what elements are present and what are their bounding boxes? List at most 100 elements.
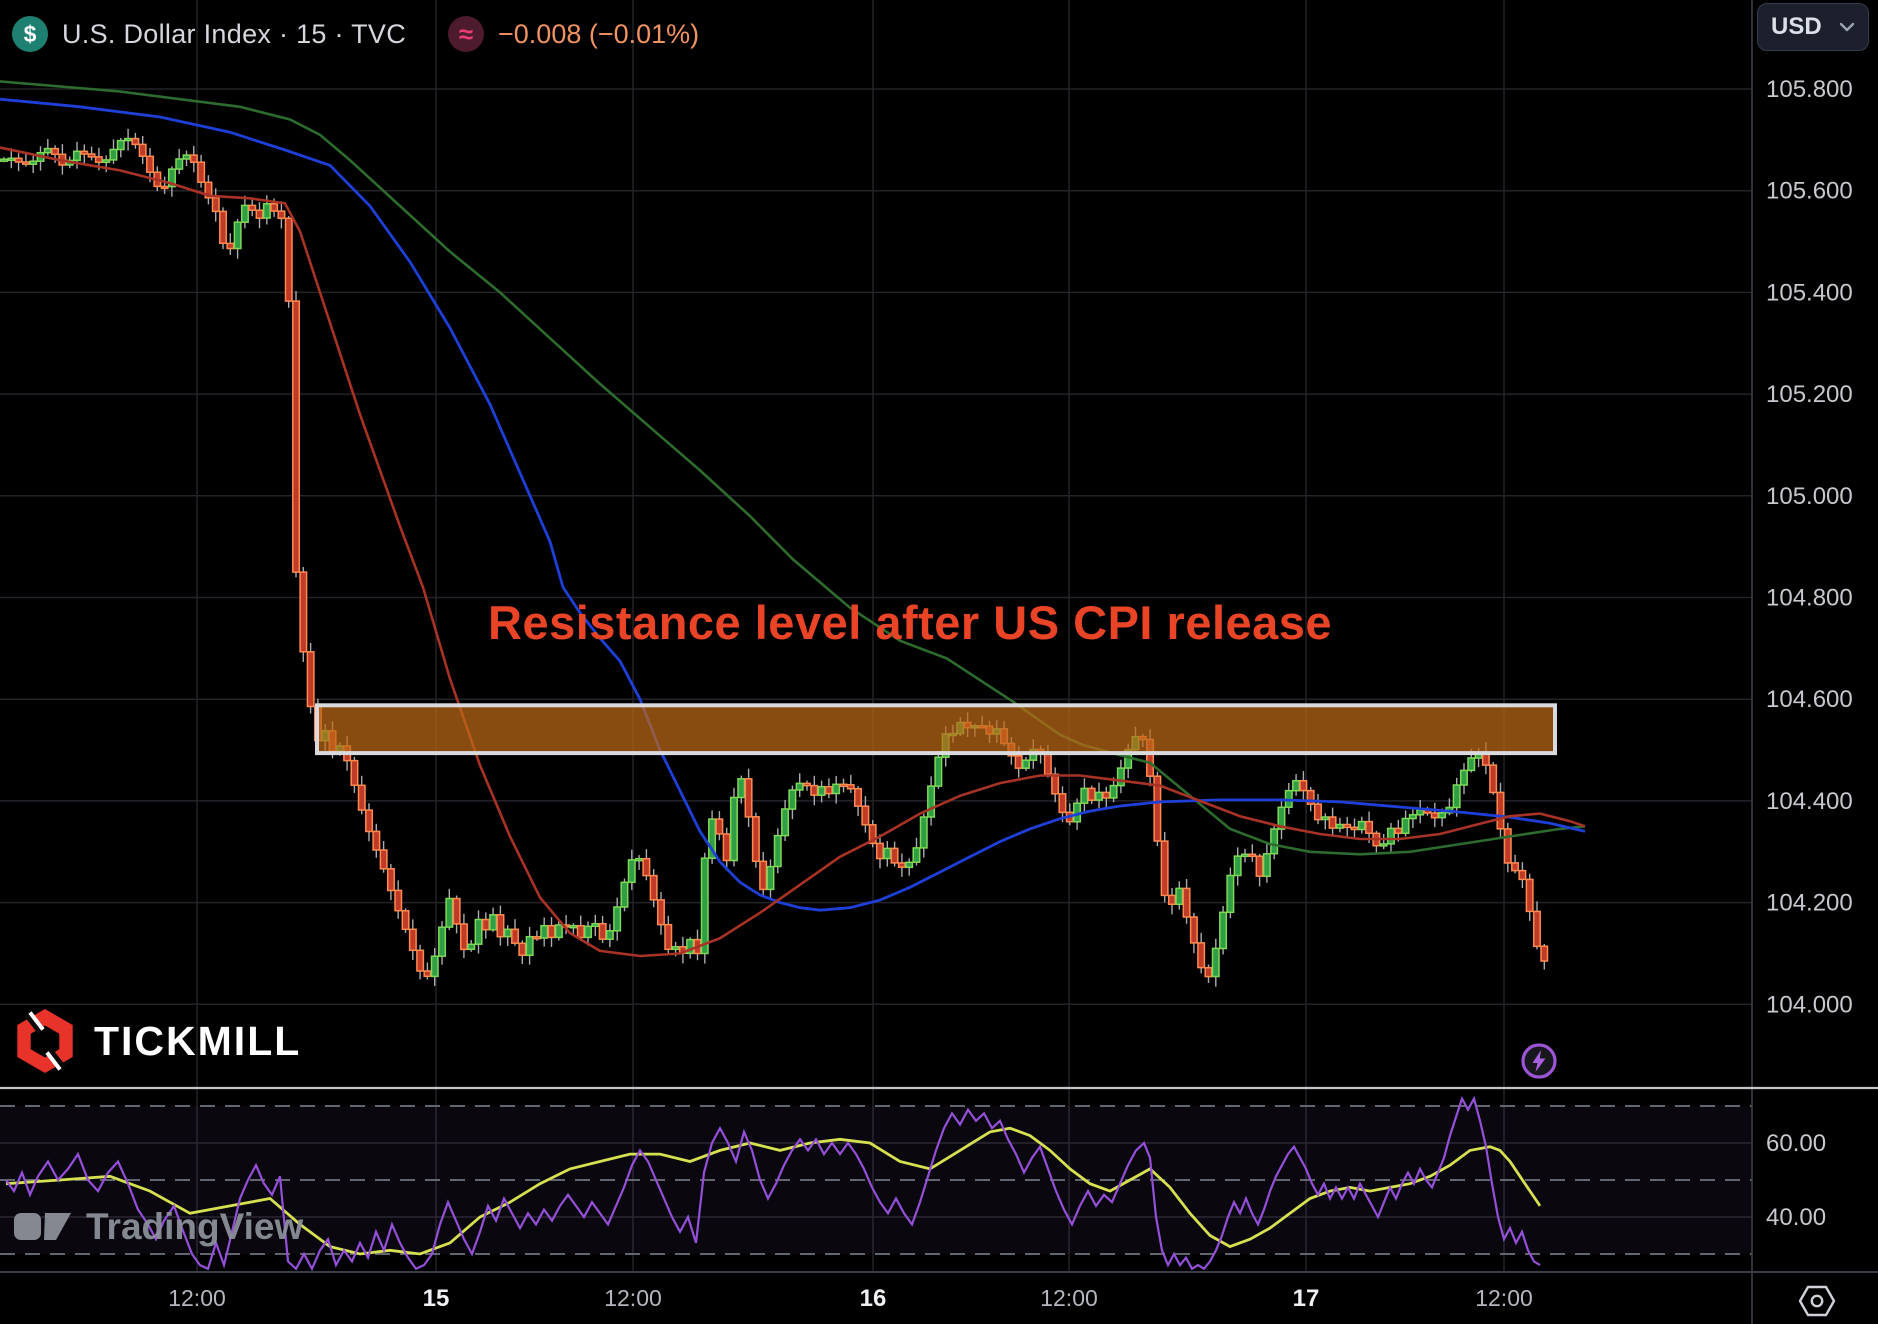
candle <box>0 158 9 162</box>
candle <box>781 808 790 837</box>
candle <box>1503 828 1512 864</box>
candle <box>875 842 884 860</box>
candle <box>1467 757 1476 772</box>
candle <box>131 137 140 146</box>
candle <box>540 924 549 939</box>
settings-icon-button[interactable] <box>1798 1284 1836 1318</box>
candle <box>554 924 563 939</box>
candle <box>1058 793 1067 814</box>
flash-boost-button[interactable] <box>1519 1041 1559 1081</box>
candle <box>649 874 658 901</box>
candle <box>1153 775 1162 842</box>
candle <box>839 783 848 788</box>
candle <box>927 785 936 818</box>
candle <box>846 784 855 790</box>
candle <box>394 889 403 912</box>
candle <box>591 922 600 928</box>
candle <box>109 148 118 161</box>
candle <box>233 221 242 250</box>
candle <box>1438 812 1447 819</box>
moving-averages <box>0 80 1586 958</box>
price-axis-label: 104.600 <box>1766 686 1853 713</box>
candle <box>481 918 490 931</box>
resistance-annotation[interactable]: Resistance level after US CPI release <box>488 596 1333 649</box>
candle <box>729 796 738 862</box>
candle <box>722 833 731 862</box>
tradingview-wordmark: TradingView <box>86 1206 304 1247</box>
candle <box>1313 803 1322 821</box>
time-axis-label: 12:00 <box>1475 1285 1533 1311</box>
rsi-axis-label: 40.00 <box>1766 1204 1826 1231</box>
candle <box>905 861 914 869</box>
candle <box>1182 887 1191 918</box>
candle <box>7 157 16 162</box>
candle <box>306 651 315 708</box>
candle <box>445 897 454 928</box>
currency-dropdown[interactable]: USD <box>1757 3 1869 51</box>
candle <box>788 789 797 810</box>
candle <box>1489 764 1498 794</box>
candle <box>1459 769 1468 786</box>
tickmill-icon <box>17 1009 73 1073</box>
candle <box>1357 820 1366 831</box>
candle <box>146 155 155 173</box>
candle <box>1051 773 1060 795</box>
candle <box>883 847 892 860</box>
candle <box>1386 827 1395 845</box>
candles <box>0 128 1549 987</box>
candle <box>810 784 819 796</box>
candle <box>292 300 301 573</box>
candle <box>890 847 899 864</box>
candle <box>357 784 366 811</box>
candle <box>642 857 651 877</box>
time-axis-label: 15 <box>423 1285 450 1312</box>
candle <box>1292 779 1301 792</box>
candle <box>737 778 746 799</box>
candle <box>270 203 279 212</box>
candle <box>1350 826 1359 831</box>
price-axis-label: 105.000 <box>1766 483 1853 510</box>
candle <box>700 857 709 955</box>
candle <box>182 154 191 160</box>
candle <box>1532 910 1541 948</box>
candle <box>1321 816 1330 821</box>
time-axis-label: 17 <box>1293 1285 1320 1312</box>
candle <box>627 859 636 884</box>
candle <box>467 943 476 951</box>
candle <box>226 242 235 250</box>
candle <box>1226 874 1235 914</box>
candle <box>248 204 257 211</box>
resistance-zone[interactable] <box>315 703 1557 756</box>
candle <box>635 857 644 862</box>
candle <box>576 924 585 939</box>
candle <box>832 783 841 795</box>
candle <box>1116 767 1125 787</box>
candle <box>1233 855 1242 877</box>
tradingview-watermark: TradingView <box>14 1206 303 1248</box>
candle <box>532 935 541 940</box>
time-axis-label: 16 <box>860 1285 887 1312</box>
candle <box>503 928 512 938</box>
candle <box>744 778 753 818</box>
candle <box>1014 755 1023 769</box>
candle <box>1401 817 1410 835</box>
ma-fast-red-line <box>0 146 1586 958</box>
price-axis-label: 105.800 <box>1766 76 1853 103</box>
tickmill-wordmark: TICKMILL <box>94 1017 302 1064</box>
candle <box>474 918 483 945</box>
candle <box>613 906 622 932</box>
candle <box>605 930 614 940</box>
candle <box>1189 916 1198 944</box>
price-axis-label: 105.400 <box>1766 279 1853 306</box>
symbol-title[interactable]: U.S. Dollar Index · 15 · TVC <box>62 18 407 49</box>
approx-icon: ≈ <box>448 16 485 52</box>
candle <box>1394 827 1403 835</box>
candle <box>1408 814 1417 820</box>
candle <box>686 938 695 955</box>
candle <box>1248 853 1257 858</box>
candle <box>416 949 425 972</box>
candle <box>751 816 760 863</box>
candle <box>262 203 271 219</box>
